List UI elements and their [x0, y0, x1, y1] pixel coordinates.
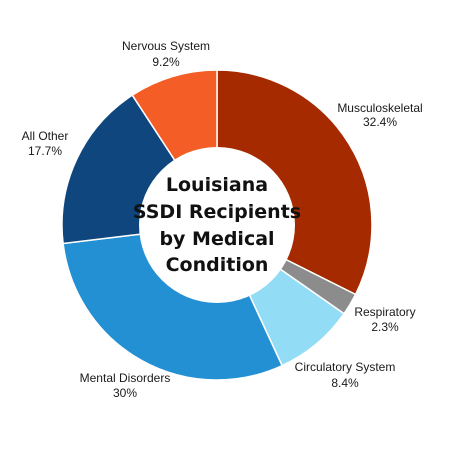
label-value-all-other: 17.7%	[28, 144, 62, 158]
label-value-musculoskeletal: 32.4%	[363, 115, 397, 129]
chart-title-line-1: Louisiana	[166, 174, 268, 196]
label-name-all-other: All Other	[22, 129, 69, 143]
donut-hole	[139, 147, 295, 303]
label-name-respiratory: Respiratory	[354, 305, 415, 319]
label-value-mental-disorders: 30%	[113, 386, 137, 400]
chart-title-line-3: by Medical	[159, 228, 274, 250]
label-name-nervous-system: Nervous System	[122, 39, 210, 53]
chart-title-line-2: SSDI Recipients	[133, 201, 301, 223]
label-value-respiratory: 2.3%	[371, 320, 399, 334]
chart-title-line-4: Condition	[166, 254, 269, 276]
label-name-circulatory-system: Circulatory System	[295, 360, 396, 374]
label-name-musculoskeletal: Musculoskeletal	[337, 101, 422, 115]
label-name-mental-disorders: Mental Disorders	[80, 371, 171, 385]
label-value-circulatory-system: 8.4%	[331, 376, 359, 390]
label-value-nervous-system: 9.2%	[152, 55, 180, 69]
